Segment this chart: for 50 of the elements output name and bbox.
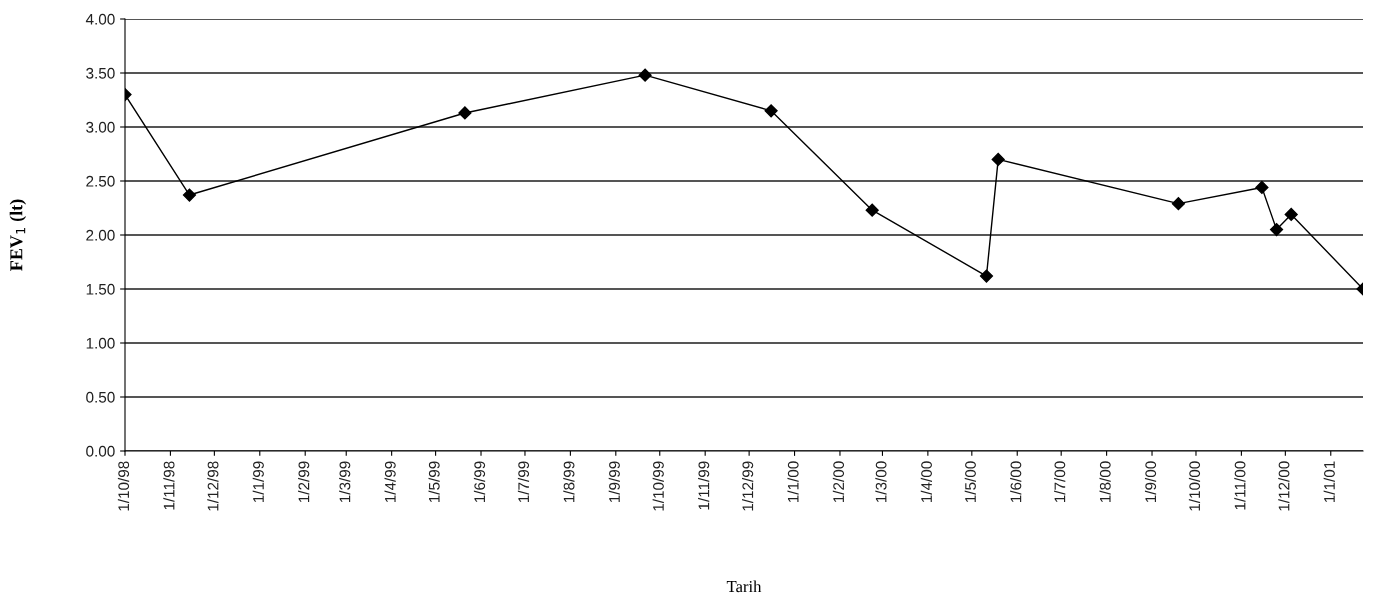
y-axis-title: FEV$_{1}$ (lt): [9, 199, 27, 271]
y-tick-label: 4.00: [85, 13, 115, 25]
x-tick-label: 1/7/99: [517, 461, 530, 503]
x-tick-label: 1/8/00: [1099, 461, 1111, 503]
y-tick-label: 1.00: [86, 337, 115, 349]
x-tick-label: 1/11/99: [698, 461, 710, 510]
x-tick-label: 1/3/00: [875, 461, 887, 503]
x-tick-label: 1/10/99: [652, 461, 664, 511]
point: [1171, 197, 1185, 211]
point: [1284, 207, 1298, 222]
x-tick-label: 1/4/99: [384, 461, 396, 503]
x-tick-label: 1/2/00: [832, 461, 845, 503]
point: [1255, 180, 1269, 195]
y-tick-label: 2.00: [86, 229, 115, 241]
point: [1269, 223, 1284, 237]
x-tick-label: 1/9/99: [608, 461, 620, 503]
x-tick-label: 1/2/99: [298, 461, 310, 503]
point: [865, 203, 879, 217]
x-tick-label: 1/6/00: [1010, 461, 1022, 503]
point: [764, 104, 778, 118]
y-tick-label: 0.50: [86, 391, 115, 403]
point: [979, 269, 994, 283]
point: [458, 106, 472, 120]
x-tick-label: 1/6/99: [473, 461, 486, 503]
x-tick-label: 1/8/99: [563, 461, 575, 503]
y-tick-label: 3.50: [86, 67, 115, 79]
x-tick-label: 1/5/00: [964, 461, 976, 503]
x-tick-label: 1/5/99: [428, 461, 440, 503]
y-tick-label: 0.00: [86, 445, 115, 457]
x-tick-label: 1/4/00: [920, 461, 932, 503]
x-tick-label: 1/12/00: [1278, 461, 1290, 511]
x-tick-label: 1/12/98: [207, 461, 219, 511]
x-tick-label: 1/7/00: [1054, 461, 1066, 503]
x-tick-label: 1/9/00: [1144, 461, 1157, 503]
x-axis-title: Tarih: [726, 580, 762, 593]
x-tick-label: 1/10/98: [117, 461, 130, 511]
point: [638, 68, 652, 82]
x-tick-label: 1/1/01: [1323, 461, 1335, 503]
point: [182, 188, 197, 202]
x-tick-label: 1/11/00: [1234, 461, 1246, 510]
x-tick-label: 1/3/99: [339, 461, 351, 503]
x-tick-label: 1/1/99: [252, 461, 264, 503]
point: [991, 152, 1005, 166]
y-tick-label: 1.50: [86, 283, 115, 295]
x-tick-label: 1/10/00: [1188, 461, 1201, 511]
y-tick-label: 2.50: [86, 175, 115, 187]
x-tick-label: 1/1/00: [787, 461, 799, 503]
x-tick-label: 1/11/98: [163, 461, 175, 510]
y-tick-label: 3.00: [86, 121, 115, 133]
x-tick-label: 1/12/99: [742, 461, 754, 511]
